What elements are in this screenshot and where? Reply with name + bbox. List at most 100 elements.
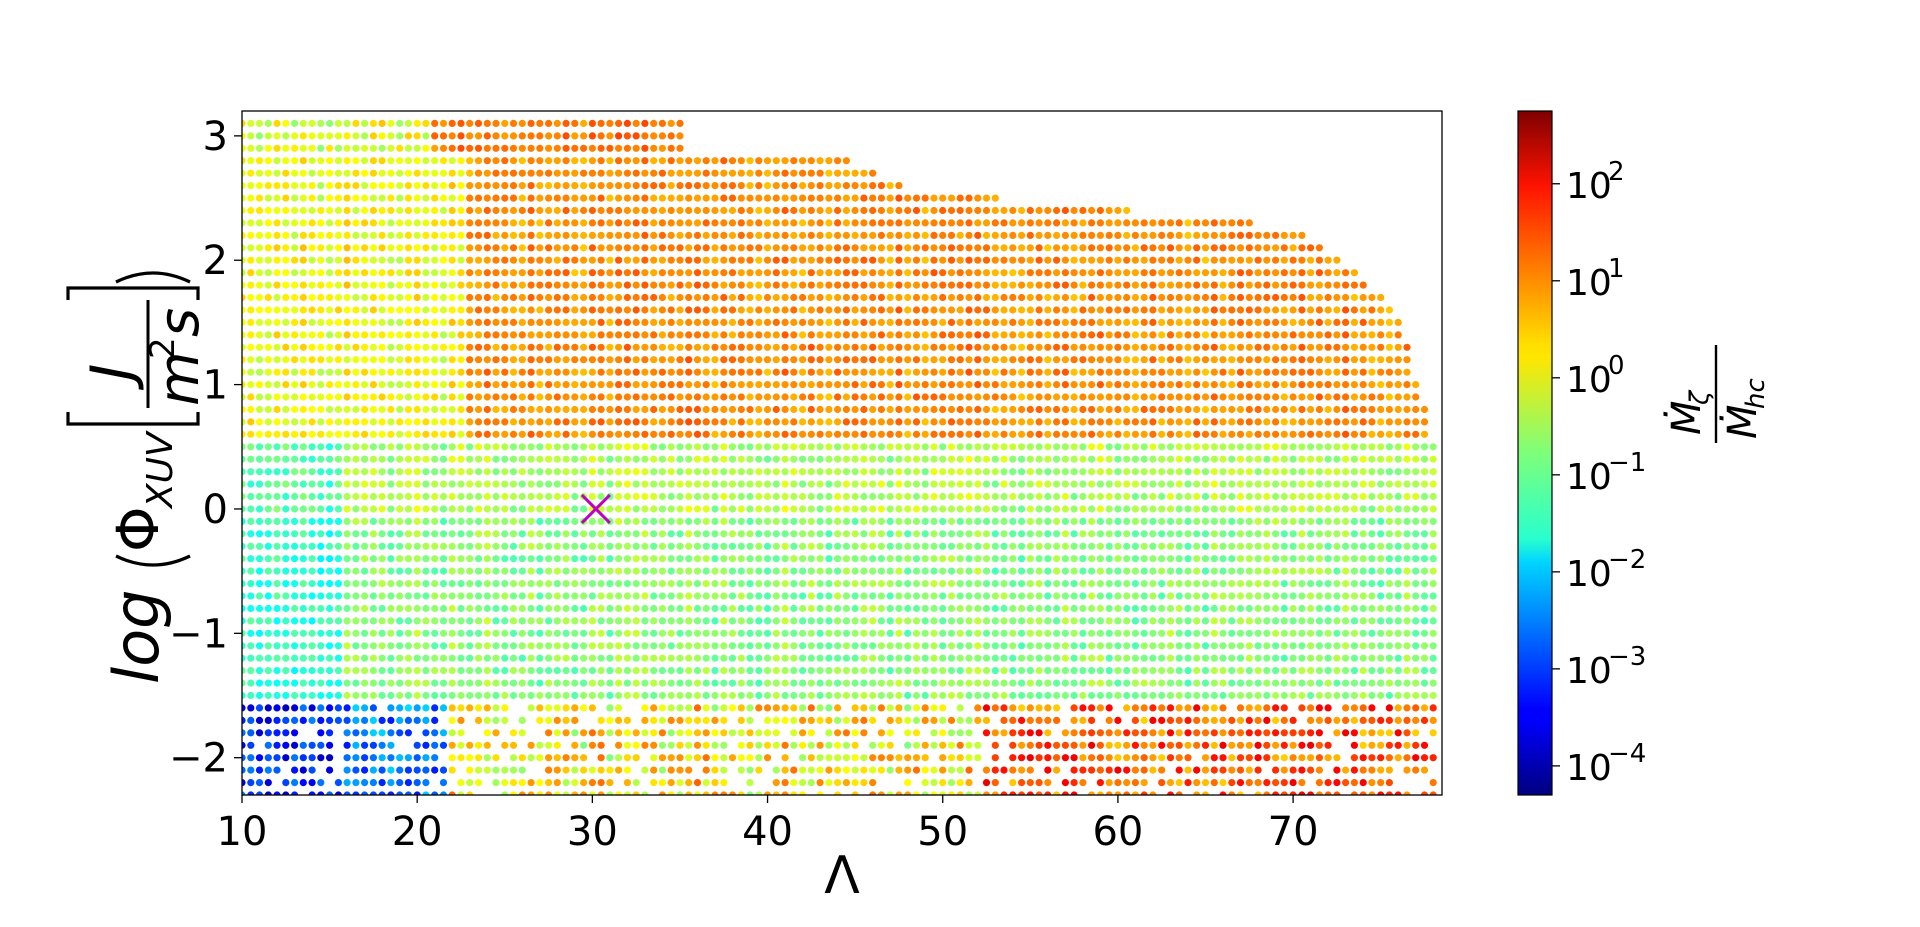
data-point bbox=[255, 505, 264, 513]
data-point bbox=[816, 405, 824, 414]
data-point bbox=[273, 405, 281, 414]
data-point bbox=[580, 331, 588, 339]
data-point bbox=[930, 244, 938, 252]
data-point bbox=[799, 281, 807, 289]
data-point bbox=[877, 381, 886, 389]
data-point bbox=[939, 779, 947, 787]
data-point bbox=[343, 405, 351, 414]
data-point bbox=[842, 741, 851, 749]
data-point bbox=[378, 580, 386, 588]
data-point bbox=[264, 642, 272, 650]
data-point bbox=[650, 716, 658, 725]
data-point bbox=[413, 219, 421, 227]
data-point bbox=[746, 318, 754, 326]
data-point bbox=[974, 716, 982, 725]
data-point bbox=[1018, 269, 1026, 277]
data-point bbox=[720, 219, 728, 227]
data-point bbox=[422, 356, 430, 364]
data-point bbox=[1070, 555, 1078, 563]
data-point bbox=[1079, 492, 1087, 501]
data-point bbox=[641, 381, 649, 389]
data-point bbox=[553, 617, 561, 625]
data-point bbox=[242, 244, 246, 252]
data-point bbox=[378, 381, 386, 389]
data-point bbox=[982, 269, 991, 277]
data-point bbox=[763, 691, 772, 700]
data-point bbox=[991, 219, 999, 227]
data-point bbox=[580, 679, 588, 687]
data-point bbox=[518, 654, 526, 662]
data-point bbox=[755, 405, 763, 414]
data-point bbox=[711, 306, 719, 314]
data-point bbox=[501, 157, 509, 165]
data-point bbox=[509, 455, 518, 463]
data-point bbox=[685, 281, 693, 289]
data-point bbox=[904, 580, 912, 588]
data-point bbox=[291, 169, 299, 177]
data-point bbox=[1000, 505, 1008, 513]
data-point bbox=[431, 455, 439, 463]
data-point bbox=[641, 716, 649, 725]
data-point bbox=[693, 281, 702, 289]
data-point bbox=[974, 530, 982, 538]
data-point bbox=[737, 430, 745, 438]
data-point bbox=[291, 679, 299, 687]
data-point bbox=[509, 318, 518, 326]
data-point bbox=[439, 157, 448, 165]
data-point bbox=[834, 567, 842, 575]
data-point bbox=[527, 567, 535, 575]
data-point bbox=[483, 281, 491, 289]
data-point bbox=[597, 144, 605, 152]
data-point bbox=[580, 269, 588, 277]
data-point bbox=[667, 517, 675, 526]
data-point bbox=[352, 604, 360, 613]
data-point bbox=[588, 144, 597, 152]
data-point bbox=[650, 741, 658, 749]
data-point bbox=[877, 269, 886, 277]
data-point bbox=[1079, 592, 1087, 600]
data-point bbox=[930, 779, 938, 787]
data-point bbox=[439, 567, 448, 575]
data-point bbox=[299, 119, 307, 127]
data-point bbox=[509, 779, 518, 787]
data-point bbox=[580, 455, 588, 463]
data-point bbox=[956, 580, 964, 588]
data-point bbox=[632, 443, 640, 451]
data-point bbox=[404, 729, 412, 737]
data-point bbox=[947, 244, 956, 252]
data-point bbox=[781, 430, 789, 438]
data-point bbox=[737, 293, 745, 302]
data-point bbox=[378, 318, 386, 326]
data-point bbox=[413, 443, 421, 451]
data-point bbox=[650, 132, 658, 140]
data-point bbox=[474, 679, 483, 687]
data-point bbox=[947, 368, 956, 376]
data-point bbox=[317, 368, 325, 376]
data-point bbox=[658, 318, 667, 326]
data-point bbox=[1044, 368, 1052, 376]
data-point bbox=[623, 244, 632, 252]
data-point bbox=[693, 455, 702, 463]
data-point bbox=[650, 343, 658, 351]
data-point bbox=[483, 393, 491, 401]
data-point bbox=[737, 604, 745, 613]
data-point bbox=[282, 592, 290, 600]
data-point bbox=[825, 281, 833, 289]
data-point bbox=[711, 754, 719, 762]
data-point bbox=[781, 567, 789, 575]
data-point bbox=[1079, 729, 1087, 737]
data-point bbox=[422, 779, 430, 787]
data-point bbox=[264, 393, 272, 401]
data-point bbox=[404, 169, 412, 177]
data-point bbox=[807, 194, 815, 202]
data-point bbox=[404, 318, 412, 326]
data-point bbox=[1018, 455, 1026, 463]
data-point bbox=[825, 667, 833, 675]
data-point bbox=[343, 729, 351, 737]
data-point bbox=[720, 269, 728, 277]
data-point bbox=[291, 144, 299, 152]
data-point bbox=[676, 157, 684, 165]
data-point bbox=[308, 642, 316, 650]
data-point bbox=[369, 679, 377, 687]
data-point bbox=[501, 592, 509, 600]
